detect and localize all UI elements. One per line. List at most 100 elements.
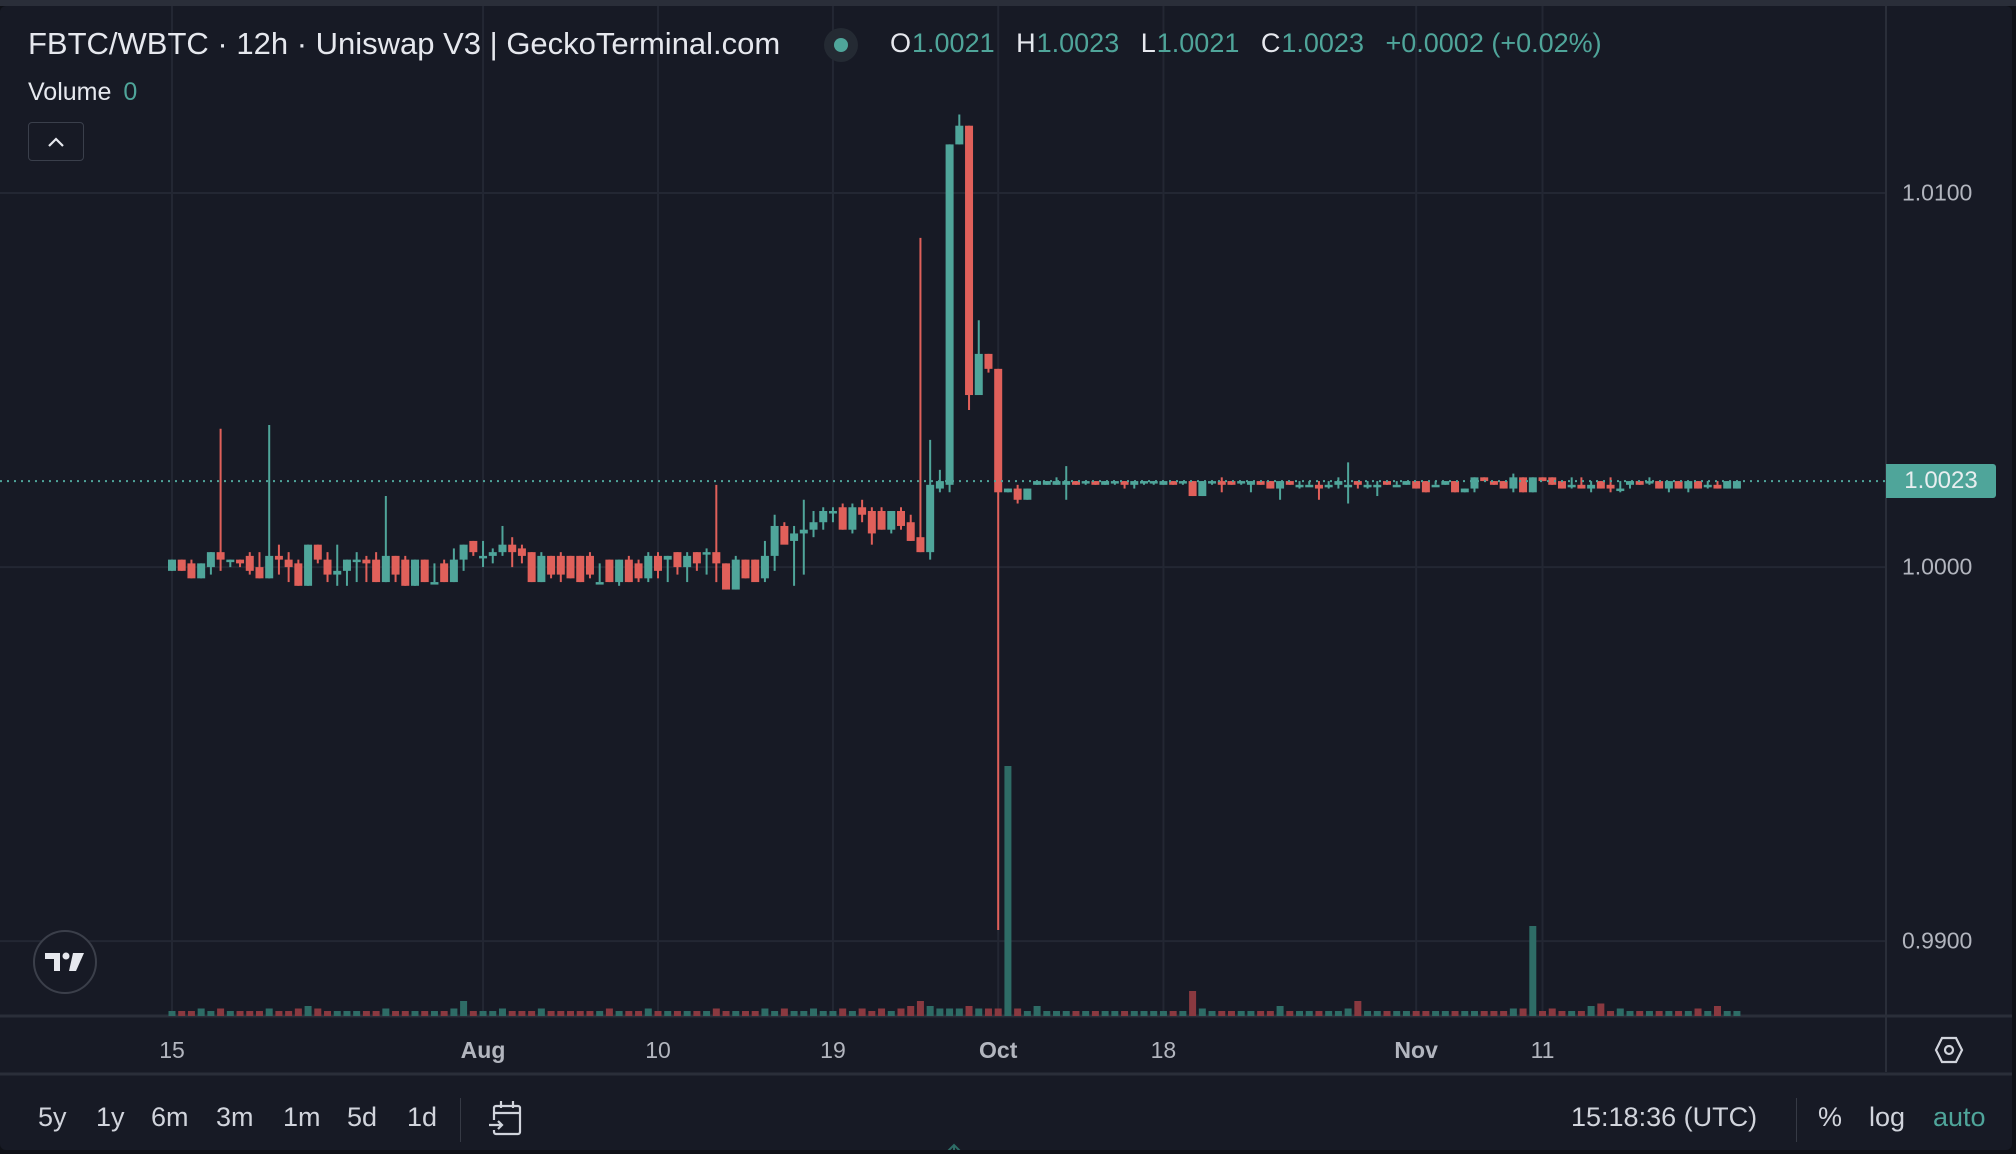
collapse-legend-button[interactable]	[28, 122, 84, 161]
volume-bar	[1033, 1006, 1041, 1016]
candle	[459, 544, 468, 571]
candle-body	[654, 555, 662, 571]
grid	[0, 6, 1886, 1016]
candle-body	[770, 525, 779, 556]
range-1m-button[interactable]: 1m	[283, 1102, 321, 1132]
candle	[1246, 481, 1255, 493]
candle-body	[1732, 481, 1741, 489]
candle-body	[1237, 481, 1246, 484]
volume-bar	[294, 1008, 302, 1016]
range-5y-button[interactable]: 5y	[38, 1102, 67, 1132]
range-3m-button[interactable]: 3m	[216, 1102, 254, 1132]
candle-body	[1703, 484, 1712, 488]
candle	[479, 540, 488, 568]
volume-bar	[246, 1011, 254, 1016]
volume-bar	[1227, 1011, 1235, 1016]
candle-body	[1188, 481, 1197, 497]
candle-body	[1412, 481, 1421, 489]
candle-body	[926, 484, 935, 553]
volume-bar	[1655, 1011, 1663, 1016]
percent-scale-toggle[interactable]: %	[1818, 1102, 1843, 1132]
candle	[916, 237, 925, 553]
candle-body	[1110, 481, 1119, 484]
volume-bar	[1509, 1008, 1517, 1016]
candle-body	[1509, 477, 1518, 489]
candle	[1334, 477, 1343, 489]
change-value: +0.0002 (+0.02%)	[1385, 28, 1602, 58]
time-tick-label: 19	[820, 1037, 846, 1063]
candle	[741, 559, 750, 579]
candle	[1198, 481, 1207, 497]
candle	[294, 559, 303, 586]
volume-bar	[207, 1011, 215, 1016]
candle-body	[585, 555, 594, 575]
candle-body	[799, 529, 808, 534]
volume-bar	[936, 1008, 944, 1016]
volume-bar	[1111, 1011, 1119, 1016]
volume-bar	[547, 1011, 555, 1016]
range-1d-button[interactable]: 1d	[407, 1102, 438, 1132]
candle-body	[1062, 481, 1071, 485]
range-5d-button[interactable]: 5d	[347, 1102, 378, 1132]
candle-body	[994, 368, 1003, 493]
candle	[274, 544, 283, 575]
volume-bar	[1014, 1008, 1022, 1016]
volume-bar	[1636, 1011, 1644, 1016]
candle	[362, 555, 371, 583]
candle-body	[1033, 481, 1042, 485]
volume-bar	[285, 1011, 293, 1016]
candle-body	[1587, 484, 1596, 489]
volume-bar	[460, 1001, 468, 1016]
go-to-date-icon[interactable]	[486, 1098, 526, 1138]
candle	[1363, 481, 1372, 489]
volume-bar	[780, 1008, 788, 1016]
candle	[1606, 477, 1615, 493]
candle	[508, 537, 517, 568]
volume-bar	[800, 1011, 808, 1016]
candle-body	[1441, 481, 1450, 485]
candle-body	[1480, 477, 1489, 482]
candle	[440, 559, 449, 583]
candle	[585, 552, 594, 579]
candle	[1217, 477, 1226, 493]
volume-bar	[314, 1008, 322, 1016]
auto-scale-toggle[interactable]: auto	[1933, 1102, 1986, 1132]
candle	[168, 559, 176, 571]
range-1y-button[interactable]: 1y	[96, 1102, 125, 1132]
candle-body	[1626, 481, 1634, 485]
candle	[1538, 477, 1547, 482]
candle-body	[595, 582, 604, 585]
open-value: 1.0021	[912, 28, 995, 58]
candle-body	[216, 552, 225, 560]
candle	[1732, 481, 1741, 489]
volume-bar	[498, 1008, 506, 1016]
candle	[547, 555, 556, 579]
candle-body	[634, 563, 643, 579]
time-tick-label: 10	[645, 1037, 671, 1063]
chart-settings-icon[interactable]	[1934, 1035, 1964, 1065]
range-6m-button[interactable]: 6m	[151, 1102, 189, 1132]
volume-bar	[1169, 1011, 1177, 1016]
log-scale-toggle[interactable]: log	[1869, 1102, 1906, 1132]
candle-body	[206, 552, 215, 568]
candle-body	[517, 548, 526, 556]
candle-body	[1655, 481, 1664, 489]
volume-bar	[1150, 1011, 1158, 1016]
candle	[984, 353, 993, 373]
candlestick-chart[interactable]	[0, 6, 2012, 1150]
candle-body	[1324, 484, 1333, 488]
candle	[1412, 481, 1421, 489]
candle	[673, 552, 682, 575]
tradingview-logo[interactable]	[33, 930, 97, 994]
volume-bar	[372, 1011, 380, 1016]
expand-panel-arrow-icon[interactable]	[944, 1142, 964, 1150]
market-status-icon[interactable]	[824, 28, 858, 62]
candle	[1577, 477, 1586, 489]
clock-timezone[interactable]: 15:18:36 (UTC)	[1571, 1102, 1758, 1132]
volume-bar	[1529, 926, 1537, 1016]
candle	[372, 552, 381, 583]
volume-bar	[489, 1011, 497, 1016]
candle-body	[984, 353, 993, 369]
candle	[1694, 481, 1703, 489]
candle	[323, 552, 332, 583]
